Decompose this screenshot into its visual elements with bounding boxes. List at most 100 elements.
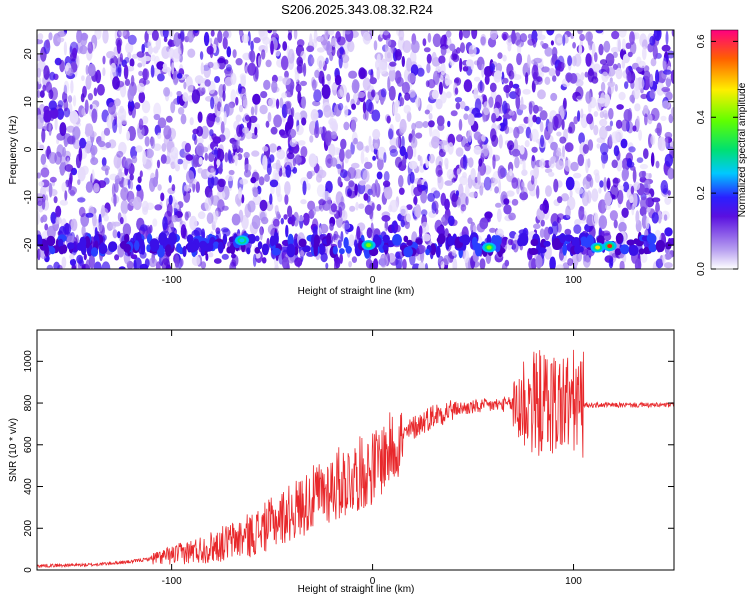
heatmap-cell bbox=[63, 80, 70, 94]
colorbar-tick-label: 0.0 bbox=[696, 262, 707, 276]
heatmap-cell bbox=[228, 169, 235, 176]
heatmap-cell bbox=[410, 40, 420, 54]
heatmap-cell bbox=[467, 113, 475, 126]
heatmap-cell bbox=[216, 159, 221, 167]
heatmap-cell bbox=[40, 153, 47, 166]
heatmap-cell bbox=[262, 146, 269, 152]
heatmap-cell bbox=[231, 141, 238, 150]
heatmap-cell bbox=[238, 104, 244, 113]
heatmap-cell bbox=[236, 124, 243, 137]
heatmap-cell bbox=[604, 191, 613, 206]
heatmap-cell bbox=[163, 125, 172, 140]
heatmap-cell bbox=[268, 97, 277, 108]
heatmap-cell bbox=[633, 85, 640, 100]
heatmap-cell bbox=[343, 121, 350, 131]
heatmap-cell bbox=[163, 238, 172, 247]
heatmap-cell bbox=[323, 105, 332, 118]
heatmap-cell bbox=[49, 107, 59, 119]
heatmap-cell bbox=[634, 181, 641, 191]
heatmap-cell bbox=[147, 45, 153, 55]
heatmap-cell bbox=[121, 212, 127, 228]
heatmap-cell bbox=[671, 30, 674, 37]
heatmap-cell bbox=[638, 60, 646, 69]
heatmap-cell bbox=[168, 47, 175, 59]
heatmap-cell bbox=[179, 218, 183, 225]
heatmap-cell bbox=[648, 243, 657, 253]
heatmap-cell bbox=[371, 202, 375, 211]
heatmap-cell bbox=[260, 91, 268, 99]
heatmap-cell bbox=[80, 32, 88, 47]
heatmap-cell bbox=[399, 145, 406, 157]
heatmap-cell bbox=[502, 54, 507, 62]
heatmap-cell bbox=[351, 256, 357, 263]
heatmap-cell bbox=[295, 124, 304, 136]
heatmap-cell bbox=[121, 119, 128, 125]
heatmap-cell bbox=[460, 42, 465, 54]
heatmap-cell bbox=[89, 104, 93, 110]
heatmap-cell bbox=[311, 79, 317, 91]
heatmap-cell bbox=[161, 258, 171, 269]
heatmap-cell bbox=[574, 256, 578, 269]
heatmap-cell bbox=[599, 126, 608, 140]
heatmap-cell bbox=[479, 258, 486, 269]
heatmap-cell bbox=[231, 152, 236, 164]
heatmap-cell bbox=[555, 264, 564, 269]
heatmap-cell bbox=[574, 243, 581, 255]
heatmap-cell bbox=[465, 59, 474, 67]
heatmap-cell bbox=[522, 159, 526, 174]
heatmap-cell bbox=[398, 30, 405, 41]
heatmap-cell bbox=[593, 212, 599, 224]
heatmap-cell bbox=[183, 184, 191, 192]
heatmap-cell bbox=[489, 82, 497, 93]
heatmap-cell bbox=[206, 113, 215, 128]
heatmap-cell bbox=[262, 155, 268, 170]
heatmap-peak bbox=[602, 241, 617, 252]
heatmap-cell bbox=[458, 30, 463, 41]
heatmap-cell bbox=[403, 235, 409, 243]
heatmap-cell bbox=[428, 120, 435, 128]
heatmap-cell bbox=[293, 30, 298, 40]
heatmap-cell bbox=[123, 243, 132, 253]
heatmap-cell bbox=[160, 154, 167, 164]
heatmap-cell bbox=[551, 221, 559, 236]
heatmap-cell bbox=[373, 148, 378, 155]
heatmap-cell bbox=[340, 54, 350, 64]
heatmap-cell bbox=[257, 55, 261, 68]
heatmap-cell bbox=[418, 225, 423, 238]
heatmap-cell bbox=[667, 190, 671, 196]
heatmap-cell bbox=[650, 107, 660, 122]
heatmap-cell bbox=[273, 114, 282, 128]
heatmap-cell bbox=[297, 140, 306, 146]
heatmap-ytick-label: -10 bbox=[23, 190, 34, 205]
heatmap-cell bbox=[394, 224, 401, 233]
heatmap-cell bbox=[473, 145, 482, 155]
heatmap-cell bbox=[539, 158, 546, 169]
heatmap-cell bbox=[144, 136, 150, 147]
heatmap-cell bbox=[480, 148, 490, 159]
heatmap-cell bbox=[120, 187, 129, 201]
heatmap-cell bbox=[40, 167, 50, 178]
heatmap-cell bbox=[398, 187, 405, 195]
heatmap-cell bbox=[570, 161, 579, 172]
heatmap-xlabel: Height of straight line (km) bbox=[298, 286, 415, 297]
heatmap-cell bbox=[37, 54, 42, 62]
heatmap-cell bbox=[559, 136, 567, 144]
heatmap-cell bbox=[621, 168, 628, 182]
heatmap-cell bbox=[463, 250, 470, 263]
heatmap-cell bbox=[422, 38, 427, 47]
heatmap-cell bbox=[399, 118, 407, 134]
heatmap-cell bbox=[160, 192, 165, 202]
heatmap-cell bbox=[154, 204, 163, 211]
heatmap-cell bbox=[184, 211, 189, 221]
heatmap-cell bbox=[478, 158, 483, 167]
heatmap-cell bbox=[235, 96, 239, 106]
heatmap-cell bbox=[599, 180, 604, 188]
heatmap-cell bbox=[134, 102, 141, 110]
heatmap-cell bbox=[236, 197, 242, 207]
heatmap-cell bbox=[422, 121, 429, 128]
heatmap-cell bbox=[180, 113, 187, 125]
heatmap-cell bbox=[579, 236, 588, 247]
heatmap-cell bbox=[564, 142, 574, 153]
heatmap-cell bbox=[388, 67, 396, 82]
heatmap-cell bbox=[157, 117, 167, 129]
